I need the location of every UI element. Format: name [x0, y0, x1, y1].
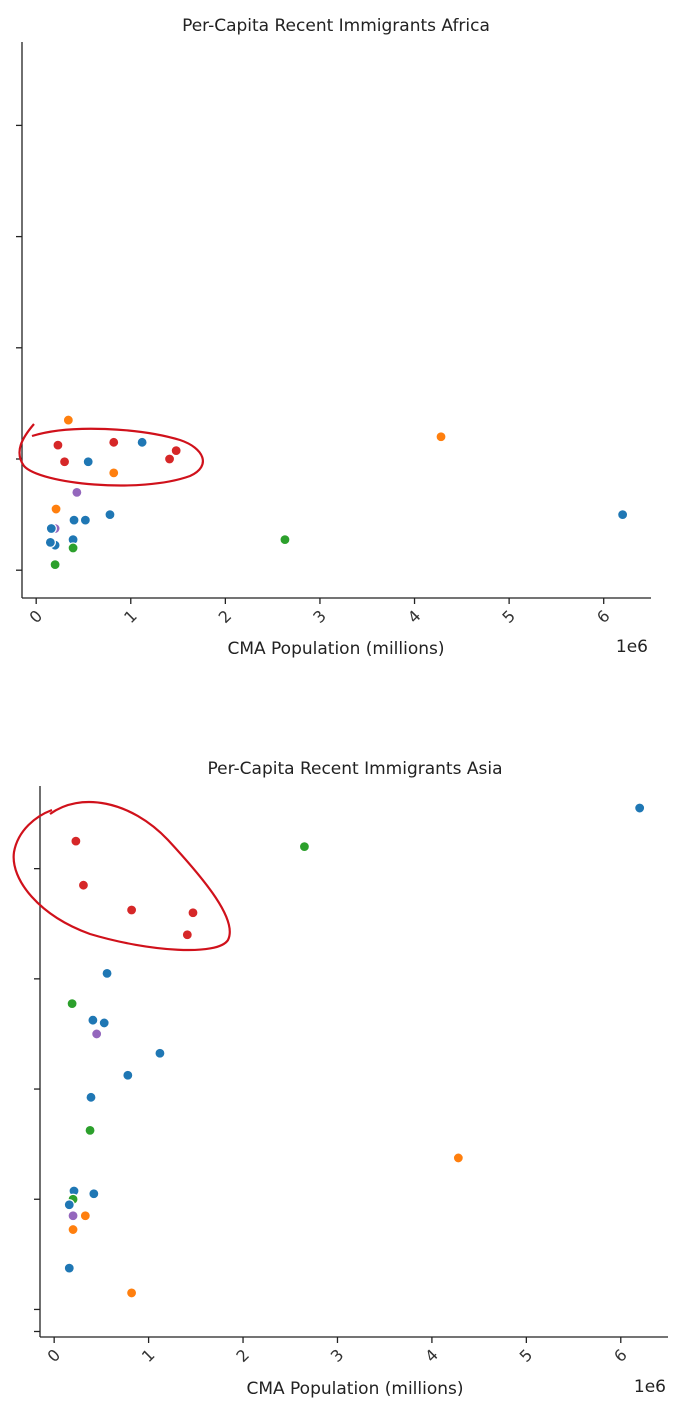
scatter-point-blue [634, 802, 646, 814]
scatter-point-green [84, 1124, 96, 1136]
scatter-point-blue [63, 1199, 75, 1211]
scatter-point-red [170, 445, 182, 457]
scatter-point-blue [104, 508, 116, 521]
africa-scatter-chart: Per-Capita Recent Immigrants Africa 0 1 2 3… [16, 16, 651, 659]
axes: 0 1 2 3 4 5 6 [16, 42, 651, 627]
scatter-point-blue [101, 967, 113, 979]
scatter-point-purple [67, 1210, 79, 1222]
scatter-point-blue [98, 1017, 110, 1029]
scatter-point-green [298, 841, 311, 853]
x-axis-offset-label: 1e6 [634, 1377, 666, 1397]
scatter-point-red [70, 835, 82, 847]
x-tick-label: 5 [516, 1345, 537, 1366]
scatter-points [44, 414, 629, 571]
scatter-point-blue [68, 514, 80, 526]
asia-chart-panel: Per-Capita Recent Immigrants Asia 0 1 2 3 4 5… [0, 740, 700, 1422]
x-tick-label: 2 [215, 606, 236, 627]
scatter-point-red [77, 879, 90, 891]
annotation-layer [12, 800, 231, 952]
x-tick-label: 1 [120, 606, 141, 627]
scatter-point-purple [91, 1028, 103, 1040]
scatter-point-green [279, 534, 291, 546]
scatter-point-green [49, 559, 61, 571]
asia-scatter-chart: Per-Capita Recent Immigrants Asia 0 1 2 3 4 5… [12, 759, 668, 1399]
scatter-points [63, 802, 646, 1299]
africa-chart-panel: Per-Capita Recent Immigrants Africa 0 1 2 3… [0, 0, 700, 700]
x-axis-label: CMA Population (millions) [246, 1379, 463, 1399]
scatter-point-blue [82, 456, 94, 468]
annotation-layer [18, 423, 204, 487]
x-tick-label: 3 [327, 1345, 348, 1366]
chart-title: Per-Capita Recent Immigrants Asia [208, 759, 503, 779]
scatter-point-blue [136, 436, 148, 448]
scatter-point-blue [88, 1188, 100, 1200]
scatter-point-blue [617, 508, 629, 521]
x-tick-label: 3 [309, 606, 330, 627]
scatter-point-blue [79, 514, 91, 526]
scatter-point-red [52, 439, 64, 451]
scatter-point-green [66, 998, 78, 1010]
scatter-point-orange [62, 414, 74, 426]
scatter-point-red [187, 907, 199, 919]
scatter-point-blue [154, 1047, 166, 1059]
chart-title: Per-Capita Recent Immigrants Africa [182, 16, 490, 36]
scatter-point-orange [435, 431, 447, 443]
scatter-point-blue [87, 1014, 99, 1026]
scatter-point-orange [452, 1152, 464, 1164]
scatter-point-red [108, 436, 120, 448]
scatter-point-blue [85, 1091, 97, 1103]
x-axis-offset-label: 1e6 [616, 637, 648, 657]
scatter-point-green [67, 542, 79, 554]
scatter-point-blue [122, 1069, 134, 1081]
x-tick-label: 1 [138, 1345, 159, 1366]
scatter-point-red [181, 929, 193, 941]
x-tick-label: 6 [610, 1345, 631, 1366]
x-tick-label: 2 [232, 1345, 253, 1366]
scatter-point-orange [67, 1223, 79, 1236]
red-hand-drawn-circle-annotation [12, 800, 231, 952]
x-tick-label: 5 [498, 606, 519, 627]
scatter-point-blue [44, 536, 56, 549]
scatter-point-blue [63, 1262, 75, 1274]
x-axis-label: CMA Population (millions) [227, 639, 444, 659]
scatter-point-orange [50, 503, 62, 515]
x-tick-label: 0 [26, 606, 47, 627]
scatter-point-purple [71, 486, 83, 498]
x-tick-label: 6 [593, 606, 614, 627]
x-tick-label: 4 [421, 1345, 442, 1366]
x-tick-label: 0 [43, 1345, 64, 1366]
red-hand-drawn-circle-annotation [18, 423, 204, 487]
scatter-point-orange [108, 467, 120, 479]
scatter-point-blue [45, 522, 57, 535]
scatter-point-red [58, 456, 71, 468]
x-tick-label: 4 [404, 606, 425, 627]
scatter-point-orange [126, 1287, 138, 1299]
scatter-point-orange [79, 1210, 91, 1222]
scatter-point-red [163, 453, 176, 465]
scatter-point-red [126, 904, 138, 916]
